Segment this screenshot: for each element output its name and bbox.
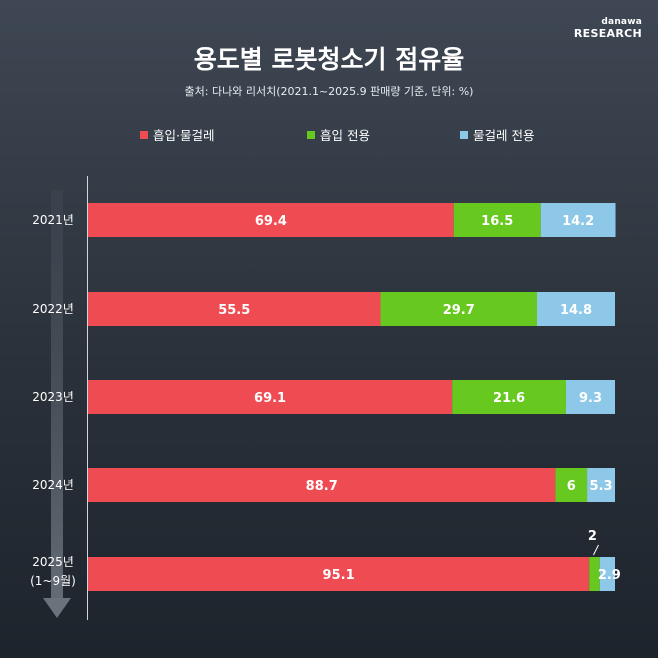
bar-suction-4 [589, 557, 600, 591]
bar-label-suction-1: 29.7 [443, 303, 475, 318]
category-label-0: 2021년 [32, 213, 74, 227]
bar-label-combo-2: 69.1 [254, 391, 286, 406]
bar-combo-4 [88, 557, 590, 591]
bar-label-combo-0: 69.4 [255, 214, 287, 229]
legend-item-combo: 흡입·물걸레 [140, 125, 214, 144]
timeline-arrow-icon [43, 190, 71, 618]
bars-group: 69.4 16.5 14.2 55.5 29.7 14.8 69.1 21.6 9.3 88.7 6… [88, 203, 621, 591]
category-sublabel-4: (1~9월) [30, 574, 76, 588]
bar-label-mop-0: 14.2 [562, 214, 594, 229]
bar-mop-1 [537, 292, 615, 326]
legend-item-mop: 물걸레 전용 [460, 125, 534, 144]
bar-label-combo-1: 55.5 [218, 303, 250, 318]
bar-suction-1 [380, 292, 538, 326]
bar-suction-3 [555, 468, 588, 502]
bar-label-combo-4: 95.1 [323, 568, 355, 583]
bar-label-suction-4: 2 [588, 529, 597, 544]
legend-swatch-combo [140, 130, 148, 139]
bar-mop-4 [599, 557, 615, 591]
bar-mop-0 [540, 203, 616, 237]
bar-combo-0 [88, 203, 454, 237]
legend-label-mop: 물걸레 전용 [473, 128, 535, 143]
bar-mop-2 [565, 380, 615, 414]
chart-subtitle: 출처: 다나와 리서치(2021.1~2025.9 판매량 기준, 단위: %) [184, 85, 474, 98]
bar-label-mop-2: 9.3 [579, 391, 602, 406]
bar-label-suction-0: 16.5 [481, 214, 513, 229]
chart-title: 용도별 로봇청소기 점유율 [193, 45, 465, 74]
brand-logo-top: danawa [601, 17, 642, 27]
brand-logo: danawa RESEARCH [573, 17, 642, 40]
bar-combo-3 [88, 468, 556, 502]
bar-label-mop-1: 14.8 [560, 303, 592, 318]
category-label-3: 2024년 [32, 478, 74, 492]
bar-combo-2 [88, 380, 453, 414]
category-label-4: 2025년 [32, 555, 74, 569]
category-labels-group: 2021년 2022년 2023년 2024년 2025년 (1~9월) [30, 213, 76, 588]
legend-swatch-suction [307, 130, 315, 139]
leader-line-suction-4 [592, 544, 599, 556]
category-label-2: 2023년 [32, 390, 74, 404]
category-label-1: 2022년 [32, 302, 74, 316]
bar-label-mop-3: 5.3 [590, 479, 613, 494]
legend-label-combo: 흡입·물걸레 [153, 128, 215, 143]
bar-suction-0 [453, 203, 541, 237]
bar-label-suction-2: 21.6 [493, 391, 525, 406]
legend-swatch-mop [460, 130, 468, 139]
bar-suction-2 [452, 380, 566, 414]
bar-label-suction-3: 6 [567, 479, 576, 494]
brand-logo-bottom: RESEARCH [573, 27, 642, 40]
bar-mop-3 [587, 468, 615, 502]
bar-label-mop-4: 2.9 [598, 568, 621, 583]
legend-label-suction: 흡입 전용 [320, 128, 370, 143]
legend-item-suction: 흡입 전용 [307, 125, 370, 144]
bar-label-combo-3: 88.7 [306, 479, 338, 494]
bar-combo-1 [88, 292, 381, 326]
